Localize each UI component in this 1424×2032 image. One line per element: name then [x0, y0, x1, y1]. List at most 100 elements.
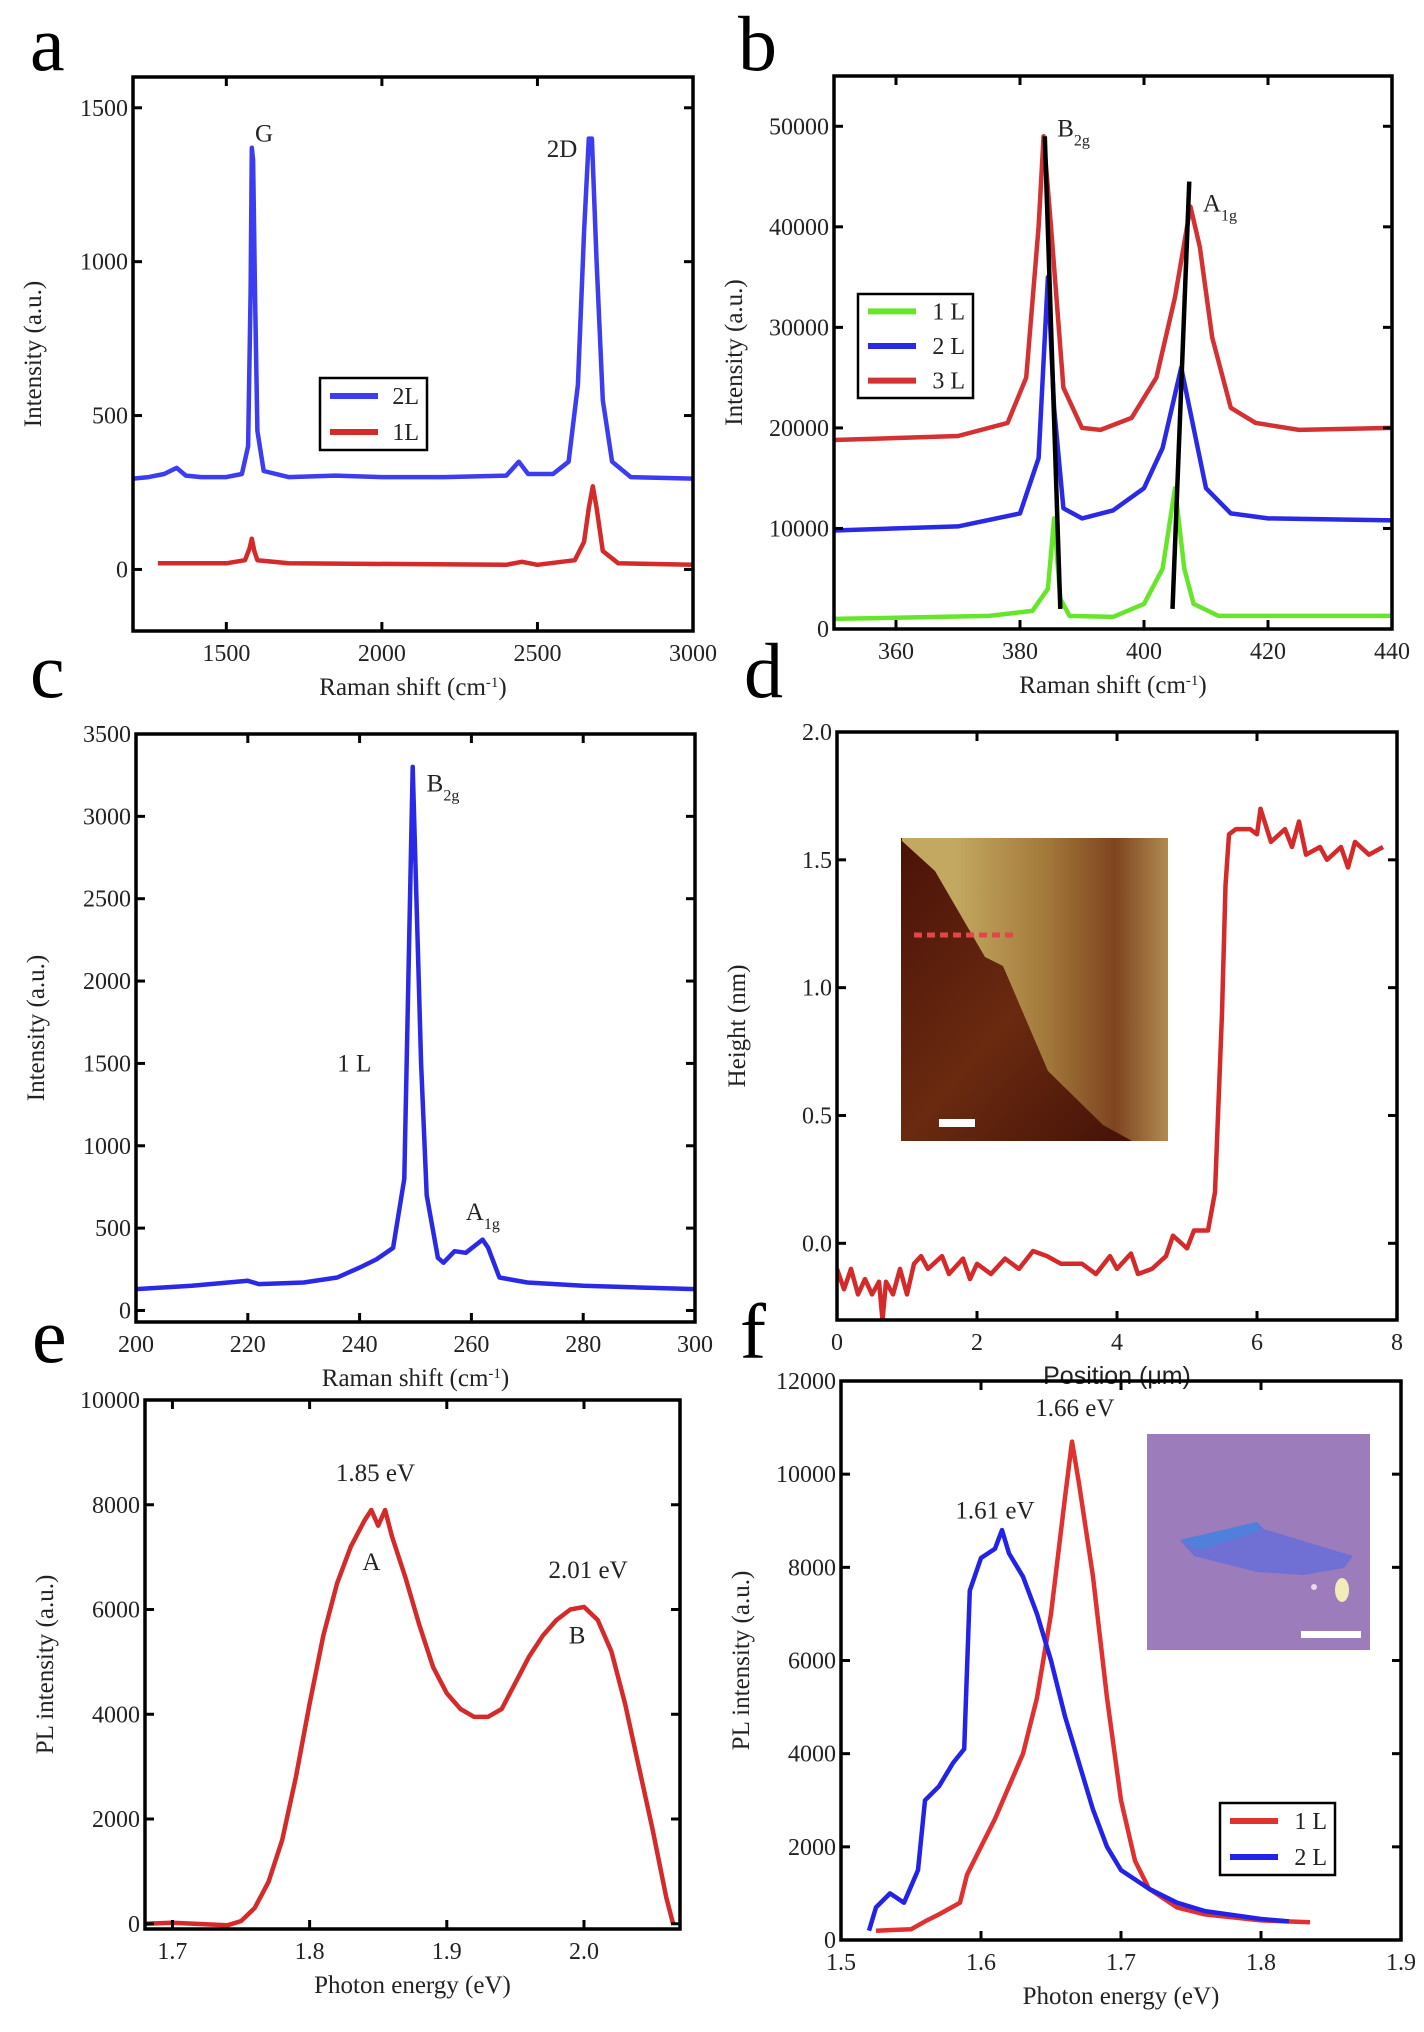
y-tick-label: 6000 [788, 1649, 836, 1675]
peak-annotation: B2g [427, 771, 460, 805]
peak-annotation: 1 L [337, 1051, 371, 1078]
y-tick-label: 1000 [83, 1134, 131, 1160]
y-tick-label: 12000 [776, 1369, 836, 1395]
y-axis-label: Intensity (a.u.) [721, 279, 748, 425]
series-line [136, 764, 695, 1292]
y-tick-label: 1.0 [802, 976, 832, 1002]
peak-annotation: 1.85 eV [336, 1460, 415, 1487]
y-tick-label: 0 [817, 617, 829, 643]
legend: 1 L2 L [1218, 1801, 1337, 1877]
y-tick-label: 3500 [83, 722, 131, 748]
y-tick-label: 8000 [92, 1493, 140, 1519]
y-tick-label: 1500 [80, 96, 128, 122]
x-axis-label: Photon energy (eV) [1023, 1983, 1220, 2010]
peak-annotation: B [569, 1623, 586, 1650]
series-line-2l [834, 274, 1392, 533]
peak-shift-guide-line [1170, 181, 1192, 609]
legend-label: 1L [392, 420, 419, 446]
y-axis-label: Intensity (a.u.) [23, 955, 50, 1101]
y-tick-label: 2000 [83, 969, 131, 995]
y-tick-label: 50000 [769, 114, 829, 140]
y-tick-label: 500 [95, 1216, 131, 1242]
x-tick-label: 8 [1391, 1330, 1403, 1356]
y-tick-label: 1500 [83, 1051, 131, 1077]
panel-e: e1.7 1.8 1.9 2.00200040006000800010000Photo… [32, 1292, 682, 1999]
x-tick-label: 6 [1251, 1330, 1263, 1356]
optical-inset-image [1147, 1434, 1370, 1650]
y-tick-label: 2000 [788, 1835, 836, 1861]
x-tick-label: 400 [1126, 639, 1162, 665]
peak-annotation: 1.61 eV [955, 1497, 1034, 1524]
y-tick-label: 500 [92, 404, 128, 430]
peak-annotation: A1g [466, 1199, 500, 1233]
y-tick-label: 0 [119, 1298, 131, 1324]
x-tick-label: 2500 [513, 641, 561, 667]
x-tick-label: 2 [971, 1330, 983, 1356]
plot-frame [143, 1398, 682, 1931]
series-line [145, 1507, 676, 1928]
y-tick-label: 10000 [769, 516, 829, 542]
y-tick-label: 2500 [83, 887, 131, 913]
y-tick-label: 6000 [92, 1598, 140, 1624]
y-tick-label: 1.5 [802, 848, 832, 874]
legend-label: 2 L [932, 334, 965, 360]
plot-frame [832, 74, 1394, 631]
panel-letter: d [744, 627, 783, 714]
legend-label: 3 L [932, 369, 965, 395]
y-tick-label: 0.0 [802, 1231, 832, 1257]
legend-label: 1 L [932, 299, 965, 325]
x-tick-label: 1.5 [826, 1950, 856, 1976]
afm-inset-image [901, 838, 1168, 1141]
peak-annotation: A [362, 1549, 380, 1576]
series-line-2l [866, 1527, 1290, 1932]
plot-frame [134, 732, 697, 1324]
panel-a: a 1500 2000 2500 3000 0 500 1000 1500 Raman shift… [20, 0, 717, 701]
x-tick-label: 1.7 [1106, 1950, 1136, 1976]
x-tick-label: 1.7 [157, 1939, 187, 1965]
x-tick-label: 1.9 [1386, 1950, 1416, 1976]
legend-label: 2 L [1294, 1845, 1327, 1871]
scale-bar [1301, 1631, 1361, 1638]
y-tick-label: 3000 [83, 804, 131, 830]
x-axis-label: Raman shift (cm-1) [319, 674, 506, 701]
series-line-3l [834, 134, 1392, 443]
y-tick-label: 2000 [92, 1807, 140, 1833]
y-tick-label: 0 [824, 1928, 836, 1954]
scale-bar [939, 1119, 975, 1127]
x-tick-label: 300 [677, 1332, 713, 1358]
legend-label: 1 L [1294, 1809, 1327, 1835]
panel-letter: f [740, 1288, 766, 1375]
peak-annotation: 2D [547, 136, 578, 163]
legend: 1 L 2 L 3 L [856, 292, 975, 400]
panel-letter: a [30, 0, 65, 87]
x-tick-label: 200 [118, 1332, 154, 1358]
y-axis-label: PL intensity (a.u.) [728, 1571, 755, 1751]
x-tick-label: 2.0 [569, 1939, 599, 1965]
y-tick-label: 4000 [92, 1702, 140, 1728]
y-tick-label: 0.5 [802, 1103, 832, 1129]
x-tick-label: 260 [453, 1332, 489, 1358]
y-tick-label: 8000 [788, 1555, 836, 1581]
y-tick-label: 4000 [788, 1742, 836, 1768]
series-line-2l [133, 136, 693, 481]
series-line-1l [157, 484, 693, 568]
y-axis-label: Height (nm) [724, 965, 751, 1088]
y-tick-label: 0 [116, 557, 128, 583]
y-tick-label: 2.0 [802, 720, 832, 746]
panel-letter: b [738, 0, 777, 87]
y-tick-label: 10000 [776, 1462, 836, 1488]
x-axis-label: Photon energy (eV) [314, 1972, 511, 1999]
x-tick-label: 380 [1002, 639, 1038, 665]
y-axis-label: Intensity (a.u.) [20, 281, 47, 427]
x-tick-label: 280 [565, 1332, 601, 1358]
panel-f: f 1.5 1.6 1.7 1.8 1.9 0 2000 4000 6000 8000 10000 12… [728, 1288, 1416, 2010]
y-tick-label: 10000 [80, 1388, 140, 1414]
x-tick-label: 1.8 [295, 1939, 325, 1965]
y-tick-label: 0 [128, 1912, 140, 1938]
legend-label: 2L [392, 384, 419, 410]
x-tick-label: 1.9 [432, 1939, 462, 1965]
peak-annotation: A1g [1203, 191, 1237, 225]
